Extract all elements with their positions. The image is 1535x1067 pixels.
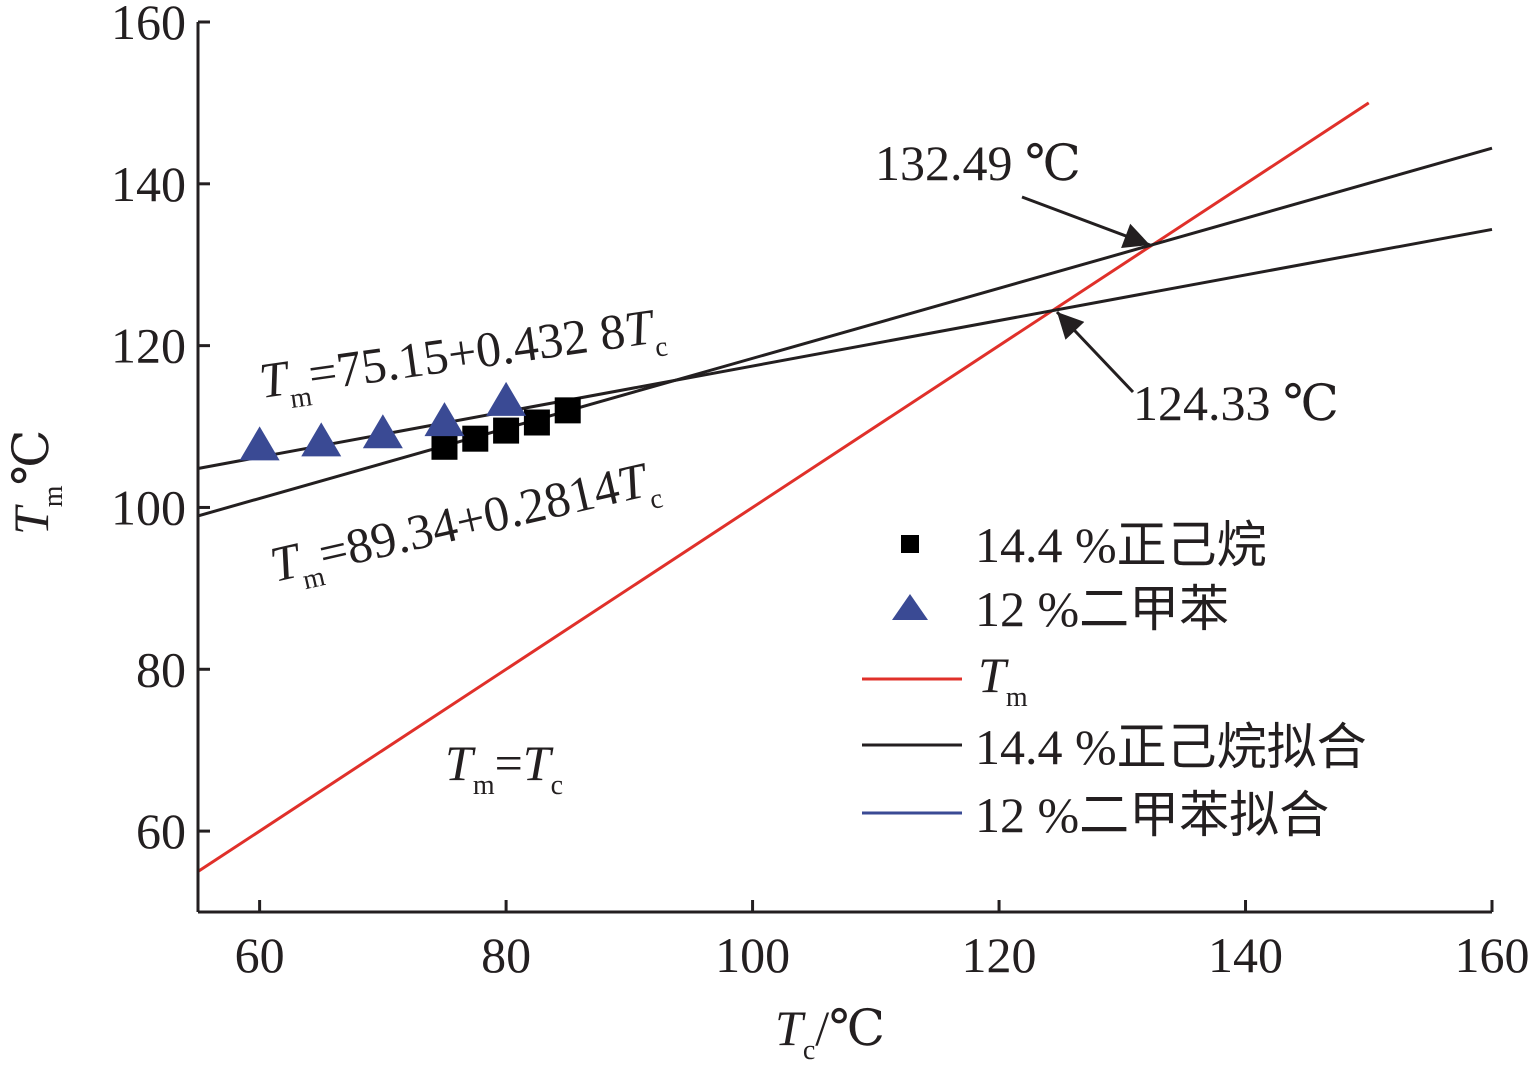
legend-label-tm: Tm bbox=[978, 647, 1028, 713]
series-line-3 bbox=[197, 227, 1493, 470]
square-marker bbox=[431, 433, 458, 460]
legend-label-hexane: 14.4 %正己烷 bbox=[975, 517, 1267, 573]
intersection-label-2: 124.33 ℃ bbox=[1133, 375, 1339, 431]
square-marker bbox=[554, 397, 581, 424]
legend-item-xylene: 12 %二甲苯 bbox=[892, 581, 1229, 637]
x-tick-label: 160 bbox=[1455, 927, 1530, 983]
y-tick-label: 140 bbox=[111, 156, 186, 212]
legend-item-tm: Tm bbox=[862, 647, 1028, 713]
data-markers bbox=[239, 381, 581, 461]
legend-label-xylene-fit: 12 %二甲苯拟合 bbox=[975, 787, 1329, 843]
x-axis-title: Tc/℃ bbox=[775, 1000, 885, 1066]
legend-item-xylene-fit: 12 %二甲苯拟合 bbox=[862, 787, 1329, 843]
triangle-marker bbox=[486, 381, 527, 416]
square-marker bbox=[493, 417, 520, 444]
intersection-arrow-2 bbox=[1055, 310, 1135, 394]
triangle-marker bbox=[301, 422, 342, 457]
axis-ticks: 60 80 100 120 140 160 60 80 100 120 140 160 bbox=[111, 0, 1530, 983]
legend-square-marker bbox=[901, 535, 919, 553]
x-tick-label: 80 bbox=[481, 927, 531, 983]
triangle-marker bbox=[362, 414, 403, 449]
equation-2: Tm=89.34+0.2814Tc bbox=[265, 449, 666, 602]
legend-triangle-marker bbox=[892, 594, 928, 620]
x-tick-label: 120 bbox=[962, 927, 1037, 983]
square-marker bbox=[523, 409, 550, 436]
legend-item-hexane: 14.4 %正己烷 bbox=[901, 517, 1267, 573]
legend-label-hexane-fit: 14.4 %正己烷拟合 bbox=[975, 719, 1367, 775]
y-tick-label: 80 bbox=[136, 641, 186, 697]
intersection-arrow-1 bbox=[1021, 195, 1151, 249]
series-line-1 bbox=[197, 146, 1493, 518]
y-tick-label: 160 bbox=[111, 0, 186, 50]
series-line-0 bbox=[197, 101, 1370, 873]
legend-item-hexane-fit: 14.4 %正己烷拟合 bbox=[862, 719, 1367, 775]
triangle-marker bbox=[424, 402, 465, 437]
x-tick-label: 140 bbox=[1208, 927, 1283, 983]
triangle-marker bbox=[239, 426, 280, 461]
y-tick-label: 60 bbox=[136, 803, 186, 859]
legend-label-xylene: 12 %二甲苯 bbox=[975, 581, 1229, 637]
y-tick-label: 100 bbox=[111, 479, 186, 535]
equation-3: Tm=Tc bbox=[445, 735, 563, 801]
intersection-label-1: 132.49 ℃ bbox=[875, 135, 1081, 191]
square-marker bbox=[462, 425, 489, 452]
y-axis-title: Tm℃ bbox=[3, 429, 69, 535]
legend: 14.4 %正己烷 12 %二甲苯 Tm 14.4 %正己烷拟合 12 %二甲苯… bbox=[862, 517, 1367, 843]
y-tick-label: 120 bbox=[111, 318, 186, 374]
x-tick-label: 100 bbox=[715, 927, 790, 983]
plot-lines bbox=[197, 101, 1493, 873]
x-tick-label: 60 bbox=[235, 927, 285, 983]
